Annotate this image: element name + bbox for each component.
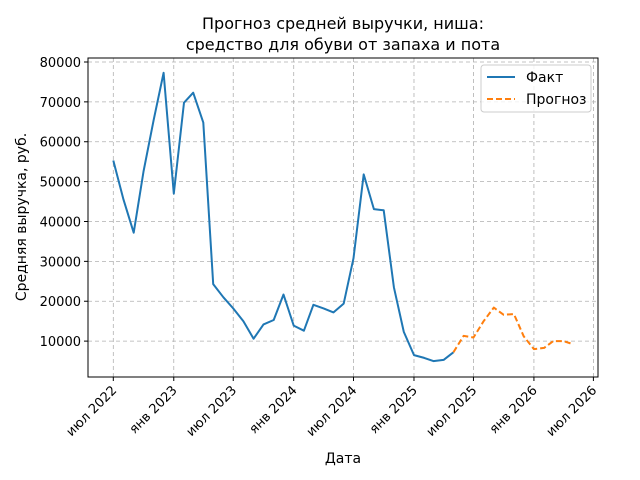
x-axis-label: Дата [325,451,361,467]
chart-title-line-1: Прогноз средней выручки, ниша: [202,14,484,33]
y-tick-label: 50000 [40,176,81,191]
legend: Факт Прогноз [480,64,592,113]
series-line-fact [112,71,455,363]
series-layer [112,71,574,363]
legend-label-forecast: Прогноз [526,92,587,108]
y-tick-label: 80000 [40,56,81,71]
y-tick-label: 20000 [40,295,81,310]
y-tick-label: 70000 [40,96,81,111]
y-tick-label: 60000 [40,136,81,151]
y-tick-label: 30000 [40,255,81,270]
y-tick-label: 10000 [40,335,81,350]
series-line-forecast [452,306,574,353]
plot-frame [87,57,599,378]
legend-label-fact: Факт [526,70,563,86]
y-axis-label: Средняя выручка, руб. [14,133,30,301]
y-axis: 10000 20000 30000 40000 50000 60000 70000 80000 [40,56,88,350]
y-tick-label: 40000 [40,215,81,230]
chart-title-line-2: средство для обуви от запаха и пота [186,35,500,54]
